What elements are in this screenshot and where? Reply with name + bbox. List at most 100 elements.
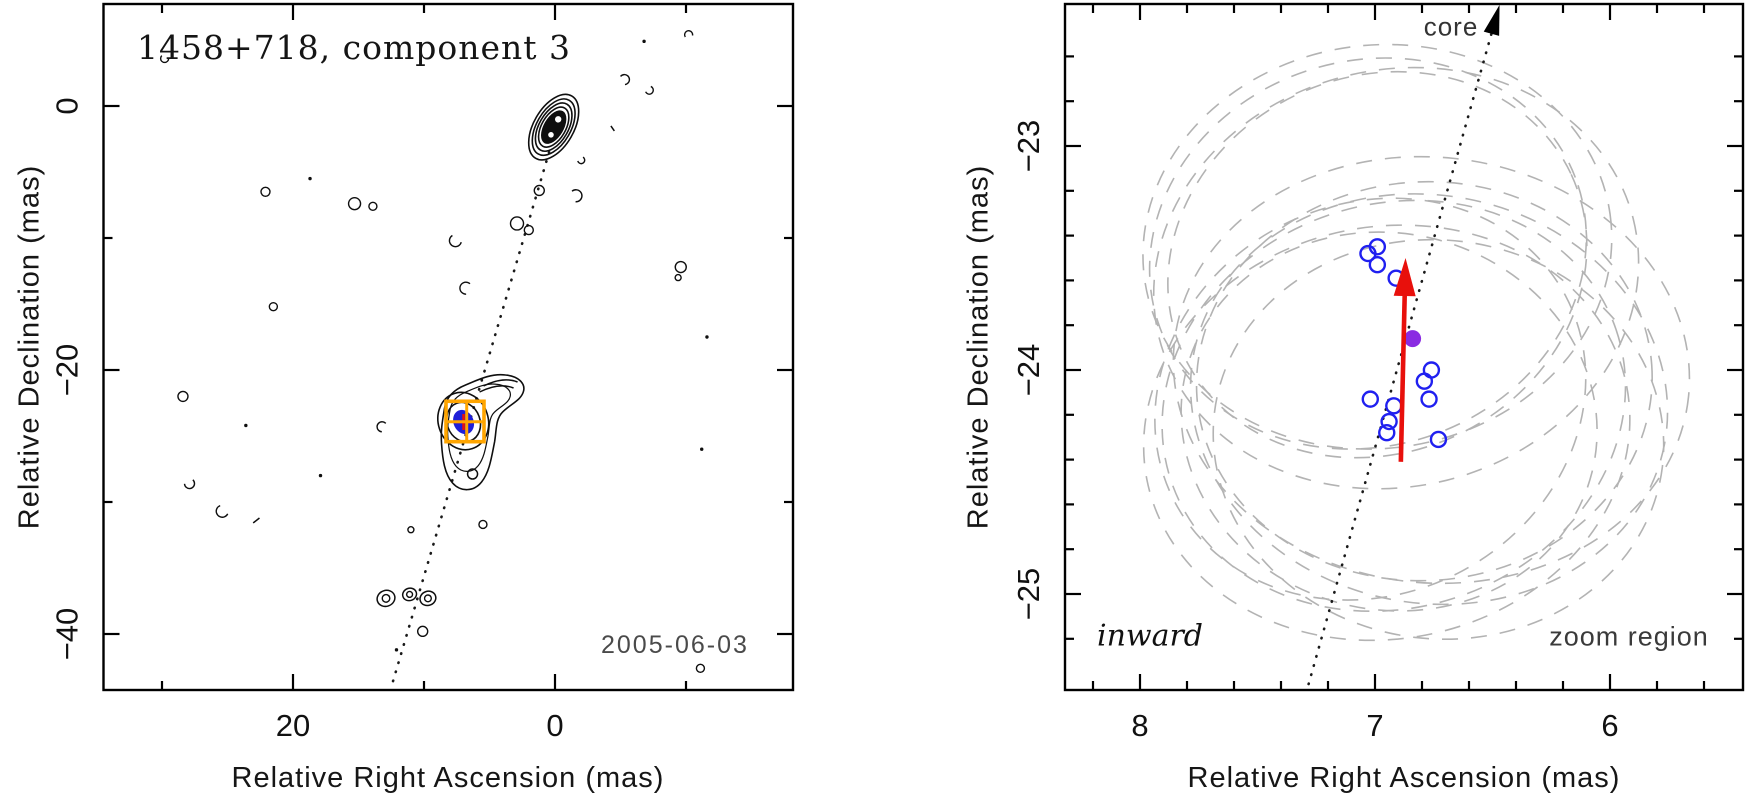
observation-date: 2005-06-03	[601, 631, 749, 659]
noise-blob	[523, 224, 534, 236]
beam-ellipse	[1152, 66, 1640, 490]
noise-dash	[610, 125, 615, 132]
x-tick-label: 6	[1601, 708, 1618, 743]
beam-ellipse	[1172, 155, 1691, 585]
noise-arc	[159, 53, 170, 64]
noise-arc	[569, 189, 583, 203]
beam-ellipse	[1154, 197, 1587, 601]
noise-arc	[376, 421, 388, 433]
inward-annotation: inward	[1096, 618, 1204, 654]
jet-knot	[376, 589, 396, 608]
x-axis-label-right: Relative Right Ascension (mas)	[1187, 762, 1621, 794]
contour	[423, 594, 432, 603]
epoch-circle	[1422, 361, 1441, 379]
beam-ellipse	[1180, 231, 1598, 612]
noise-arc	[215, 504, 229, 518]
noise-dot	[705, 335, 709, 339]
core-subpeak	[548, 131, 554, 138]
direction-line	[1305, 23, 1496, 690]
motion-arrow-head	[1393, 258, 1416, 297]
noise-blob	[347, 196, 362, 211]
y-axis-label-left: Relative Declination (mas)	[13, 164, 46, 530]
epoch-circle	[1415, 372, 1434, 390]
beam-ellipse	[1161, 199, 1627, 613]
noise-arc	[644, 85, 655, 95]
x-tick-label: 7	[1366, 708, 1383, 743]
x-tick-label: 0	[546, 708, 563, 743]
beam-ellipse	[1212, 238, 1665, 641]
jet-knot	[419, 590, 437, 607]
epoch-circle	[1429, 430, 1448, 449]
core-subpeak	[554, 116, 562, 123]
contour	[479, 385, 514, 393]
y-tick-label: −24	[1011, 344, 1046, 397]
contour	[376, 589, 396, 608]
epoch-circle	[1368, 238, 1387, 256]
noise-blob	[533, 184, 545, 197]
jet-line	[389, 150, 551, 691]
core-annotation: core	[1423, 11, 1479, 42]
y-tick-label: −25	[1011, 568, 1046, 621]
noise-dot	[244, 423, 248, 428]
noise-blob	[407, 526, 415, 534]
epoch-circle	[1368, 256, 1387, 274]
contour	[381, 593, 391, 603]
x-tick-label: 8	[1131, 708, 1148, 743]
beam-ellipse	[1167, 70, 1588, 459]
noise-arc	[683, 30, 694, 40]
noise-arc	[577, 155, 586, 165]
y-tick-label: −20	[50, 344, 85, 397]
motion-arrow-shaft	[1398, 293, 1408, 462]
noise-arc	[183, 477, 196, 490]
contour	[534, 102, 573, 152]
noise-blob	[260, 186, 271, 198]
contour	[537, 106, 570, 148]
jet-knot	[401, 587, 418, 602]
beam-ellipse	[1148, 57, 1588, 450]
noise-dot	[318, 473, 323, 478]
noise-blob	[509, 216, 525, 231]
epoch-circle	[1385, 397, 1403, 415]
beam-ellipse	[1142, 224, 1631, 642]
noise-blob	[416, 625, 429, 638]
mean-position-dot	[1404, 330, 1422, 348]
noise-blob	[368, 201, 378, 212]
epoch-circle	[1380, 412, 1398, 431]
epoch-circle	[1378, 424, 1396, 442]
y-tick-label: 0	[50, 97, 85, 114]
zoom-panel	[1142, 4, 1691, 690]
contour-panel	[159, 30, 709, 691]
noise-blob	[674, 273, 682, 282]
contour	[483, 379, 518, 387]
contour	[419, 590, 437, 607]
y-tick-label: −23	[1011, 120, 1046, 173]
noise-dot	[642, 39, 646, 44]
y-axis-label-right: Relative Declination (mas)	[962, 164, 995, 530]
noise-dot	[308, 176, 312, 181]
beam-ellipse	[1142, 43, 1613, 450]
contour	[447, 383, 511, 473]
axis-border	[102, 2, 795, 692]
contour	[531, 98, 576, 157]
core-contours	[527, 93, 580, 161]
contour	[437, 391, 490, 451]
y-tick-label: −40	[50, 608, 85, 661]
noise-arc	[459, 281, 473, 295]
noise-blob	[674, 260, 687, 274]
contour	[405, 590, 414, 599]
noise-blob	[695, 663, 706, 674]
noise-blob	[268, 301, 279, 312]
noise-blob	[177, 390, 189, 403]
noise-arc	[448, 233, 463, 248]
zoom-region-annotation: zoom region	[1549, 621, 1709, 652]
x-tick-label: 20	[276, 708, 310, 743]
epoch-circle	[1361, 390, 1380, 408]
noise-dot	[700, 447, 704, 451]
contour	[466, 468, 479, 480]
noise-dot	[394, 648, 399, 652]
beam-ellipse	[1195, 180, 1653, 582]
core-arrowhead	[1483, 4, 1500, 36]
noise-dash	[252, 517, 260, 524]
